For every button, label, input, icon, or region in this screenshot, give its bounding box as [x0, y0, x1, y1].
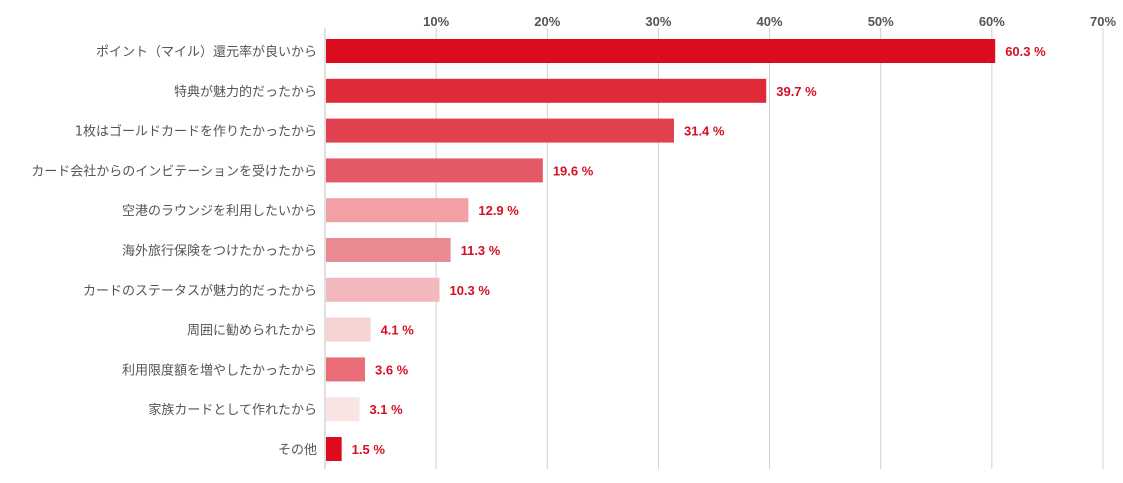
data-label: 10.3 %: [449, 283, 490, 298]
data-label: 4.1 %: [381, 323, 415, 338]
data-label: 39.7 %: [776, 84, 817, 99]
data-label: 31.4 %: [684, 124, 725, 139]
category-label: その他: [278, 443, 317, 458]
category-label: 1枚はゴールドカードを作りたかったから: [75, 124, 317, 140]
data-label: 3.1 %: [369, 402, 403, 417]
x-tick-label: 20%: [534, 14, 560, 29]
x-tick-label: 10%: [423, 14, 449, 29]
category-label: 特典が魅力的だったから: [174, 84, 317, 100]
bar: [326, 78, 767, 103]
bar: [326, 317, 371, 342]
data-label: 19.6 %: [553, 163, 594, 178]
category-label: 利用限度額を増やしたかったから: [122, 362, 317, 378]
bar: [326, 158, 543, 183]
bar: [326, 277, 440, 302]
value-labels: 60.3 % 39.7 % 31.4 % 19.6 % 12.9 % 11.3 % 10.3…: [352, 44, 1046, 457]
category-label: カードのステータスが魅力的だったから: [83, 283, 317, 299]
bar: [326, 198, 469, 223]
category-label: カード会社からのインビテーションを受けたから: [31, 163, 317, 179]
category-label: 家族カードとして作れたから: [148, 402, 317, 418]
bars: [326, 39, 996, 461]
x-tick-label: 40%: [757, 14, 783, 29]
data-label: 1.5 %: [352, 442, 386, 457]
bar: [326, 238, 451, 262]
category-label: ポイント（マイル）還元率が良いから: [96, 44, 317, 60]
data-label: 60.3 %: [1005, 44, 1046, 59]
data-label: 12.9 %: [478, 203, 519, 218]
category-label: 周囲に勧められたから: [187, 323, 317, 339]
category-label: 海外旅行保険をつけたかったから: [122, 244, 317, 259]
x-tick-label: 70%: [1090, 14, 1116, 29]
bar: [326, 397, 360, 422]
x-tick-label: 60%: [979, 14, 1005, 29]
bar: [326, 437, 342, 461]
bar: [326, 118, 674, 143]
x-axis-ticks: 10% 20% 30% 40% 50% 60% 70%: [423, 14, 1116, 29]
data-label: 3.6 %: [375, 362, 409, 377]
bar: [326, 357, 366, 382]
data-label: 11.3 %: [461, 243, 501, 258]
x-tick-label: 50%: [868, 14, 894, 29]
x-tick-label: 30%: [645, 14, 671, 29]
category-label: 空港のラウンジを利用したいから: [122, 204, 317, 219]
bar: [326, 39, 996, 63]
